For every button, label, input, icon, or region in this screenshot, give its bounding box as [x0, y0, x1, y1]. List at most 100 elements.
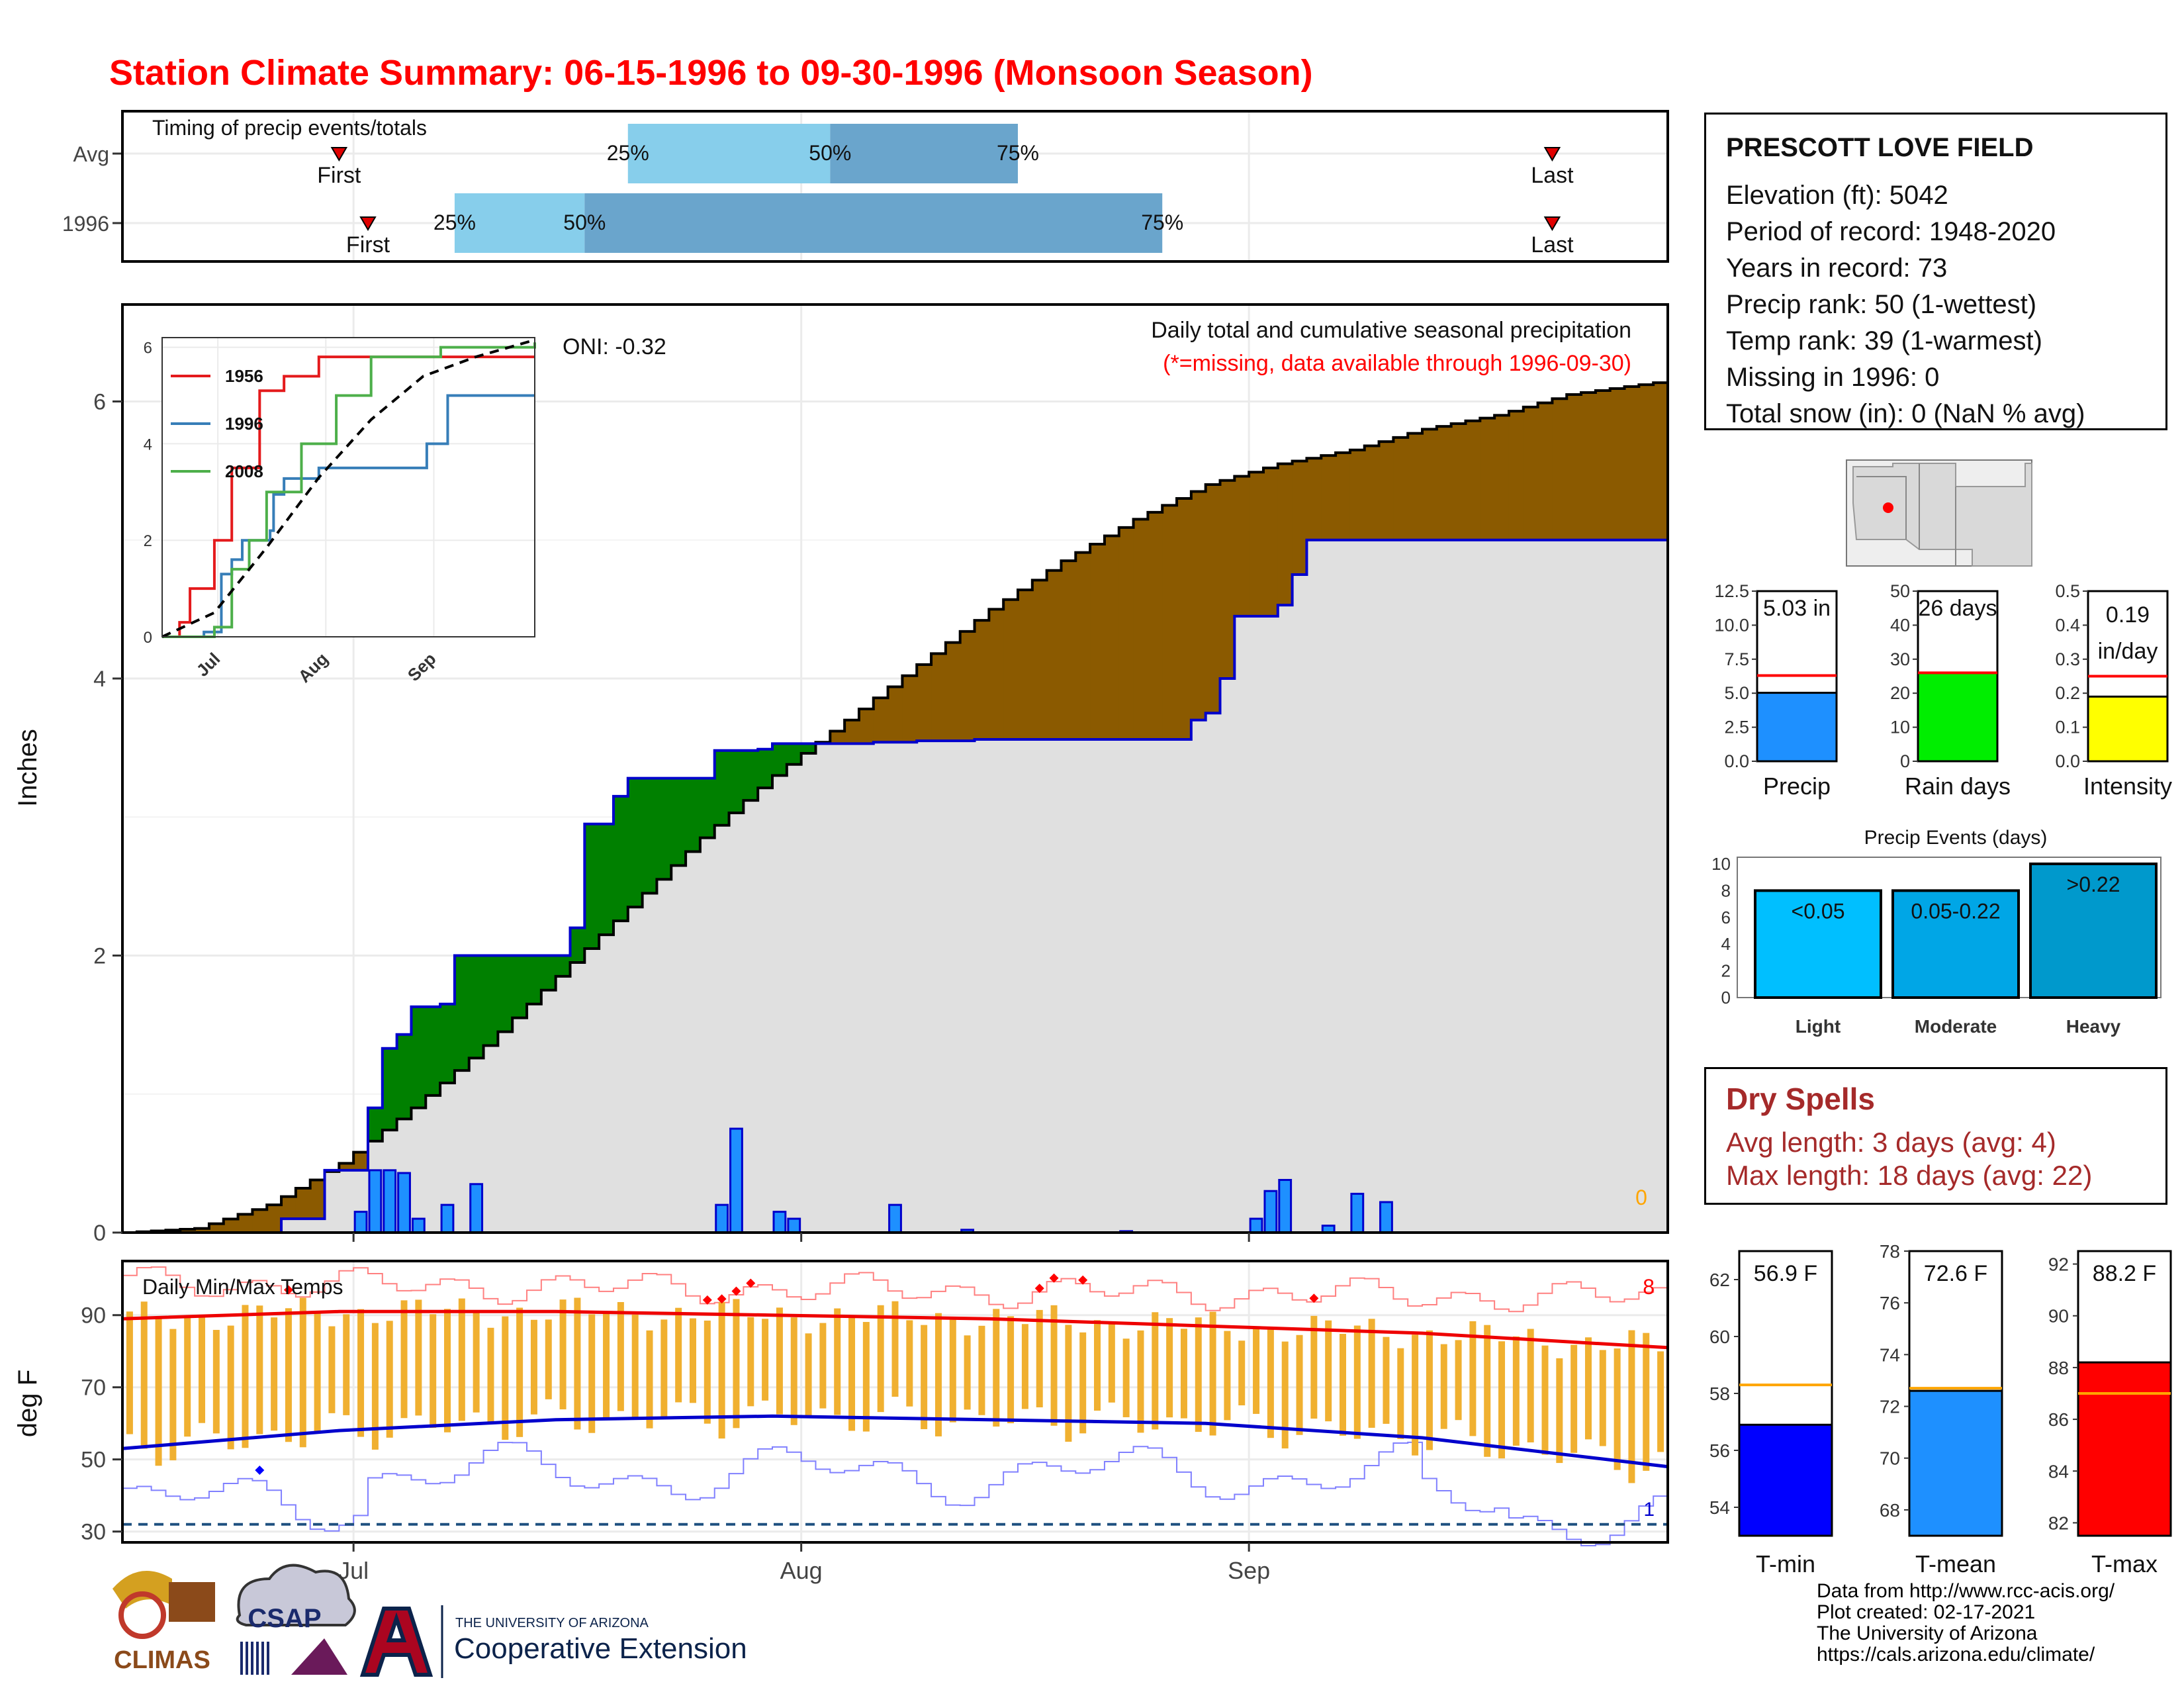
- precip-above-avg-area: [686, 778, 701, 852]
- daily-temp-bar: [646, 1330, 653, 1429]
- record-low-count: 1: [1643, 1499, 1655, 1521]
- precip-base-area: [1133, 739, 1148, 1233]
- daily-temp-bar: [169, 1329, 177, 1461]
- precip-below-avg-area: [1364, 445, 1380, 540]
- precip-base-area: [584, 949, 600, 1233]
- daily-precip-bar: [353, 1211, 368, 1234]
- temp-gauge-bar-t-min: [1738, 1423, 1833, 1537]
- temp-gauge-tick: 82: [2048, 1513, 2069, 1533]
- csap-logo-text: CSAP: [248, 1604, 321, 1633]
- precip-below-avg-area: [1148, 512, 1163, 740]
- daily-temp-bar: [790, 1317, 797, 1425]
- precip-above-avg-area: [801, 743, 816, 753]
- precip-base-area: [1017, 739, 1033, 1233]
- daily-temp-bar: [1527, 1329, 1534, 1442]
- precip-above-avg-area: [599, 823, 614, 935]
- station-missing: Missing in 1996: 0: [1726, 363, 1940, 392]
- timing-pct-50: 50%: [563, 211, 606, 234]
- precip-below-avg-area: [887, 686, 903, 743]
- daily-temp-bar: [588, 1314, 596, 1433]
- precip-above-avg-area: [512, 955, 527, 1018]
- precip-base-area: [1451, 539, 1466, 1233]
- gauge-tick: 50: [1890, 581, 1910, 601]
- precip-base-area: [1061, 739, 1076, 1233]
- precip-base-area: [1422, 539, 1437, 1233]
- gauge-label: Rain days: [1905, 773, 2011, 800]
- timing-last-label: Last: [1531, 232, 1574, 258]
- daily-temp-bar: [516, 1307, 523, 1437]
- daily-precip-bar: [787, 1217, 801, 1234]
- precip-base-area: [873, 742, 889, 1233]
- events-category: Heavy: [2066, 1016, 2121, 1037]
- precip-base-area: [858, 743, 874, 1233]
- daily-temp-bar: [1224, 1331, 1231, 1421]
- precip-below-avg-area: [1133, 519, 1148, 740]
- daily-temp-bar: [704, 1320, 711, 1424]
- precip-above-avg-area: [396, 1034, 412, 1119]
- daily-temp-bar: [400, 1300, 408, 1419]
- precip-below-avg-area: [1393, 437, 1408, 540]
- daily-temp-bar: [1556, 1358, 1563, 1464]
- record-high-marker: [717, 1294, 727, 1304]
- temp-panel-border: [121, 1260, 1669, 1544]
- daily-temp-bar: [1281, 1341, 1289, 1449]
- precip-below-avg-area: [1653, 383, 1668, 540]
- record-high-marker: [1078, 1275, 1088, 1285]
- daily-temp-bar: [617, 1301, 624, 1411]
- inset-border: [161, 337, 535, 637]
- precip-base-area: [1104, 739, 1120, 1233]
- precip-below-avg-area: [295, 1188, 311, 1219]
- daily-temp-bar: [1512, 1336, 1520, 1446]
- daily-temp-bar: [1339, 1333, 1346, 1436]
- precip-base-area: [1393, 539, 1408, 1233]
- map-state-border: [1856, 476, 1907, 539]
- credit-data-source: Data from http://www.rcc-acis.org/: [1817, 1580, 2115, 1602]
- daily-precip-bar: [411, 1217, 426, 1234]
- precip-base-area: [627, 907, 643, 1233]
- precip-below-avg-area: [1090, 544, 1105, 740]
- events-y-tick: 10: [1711, 854, 1731, 874]
- precip-base-area: [945, 741, 961, 1233]
- credits: Data from http://www.rcc-acis.org/ Plot …: [1817, 1581, 2115, 1665]
- gauge-tick: 40: [1890, 615, 1910, 635]
- station-temp-rank: Temp rank: 39 (1-warmest): [1726, 326, 2042, 355]
- precip-base-area: [743, 800, 758, 1233]
- temp-gauge-tick: 56: [1709, 1440, 1730, 1461]
- precip-below-avg-area: [353, 1152, 369, 1170]
- gauge-tick: 0.0: [2055, 751, 2080, 771]
- temp-gauge-tick: 78: [1880, 1241, 1900, 1262]
- events-y-tick: 0: [1721, 988, 1731, 1008]
- daily-temp-bar: [1036, 1309, 1043, 1408]
- timing-panel-border: [121, 110, 1669, 263]
- daily-temp-bar: [1469, 1321, 1477, 1436]
- precip-base-area: [1523, 539, 1539, 1233]
- precip-above-avg-area: [411, 1006, 426, 1108]
- gauge-tick: 12.5: [1714, 581, 1749, 601]
- station-snow: Total snow (in): 0 (NaN % avg): [1726, 399, 2085, 428]
- precip-base-area: [1306, 539, 1322, 1233]
- precip-below-avg-area: [252, 1209, 267, 1233]
- credit-plot-created: Plot created: 02-17-2021: [1817, 1601, 2036, 1623]
- climas-logo-text: CLIMAS: [114, 1646, 210, 1674]
- gauge-value-text-2: in/day: [2098, 639, 2158, 664]
- gauge-value-text: 26 days: [1918, 596, 1997, 621]
- precip-below-avg-area: [1465, 420, 1480, 540]
- inset-legend-label: 1996: [225, 414, 263, 434]
- precip-below-avg-area: [917, 665, 932, 741]
- temp-gauge-tick: 62: [1709, 1270, 1730, 1290]
- precip-below-avg-area: [1263, 467, 1279, 616]
- precip-below-avg-area: [1032, 580, 1048, 740]
- daily-temp-bar: [848, 1317, 856, 1431]
- precip-base-area: [1003, 739, 1019, 1233]
- precip-base-area: [1075, 739, 1091, 1233]
- precip-above-avg-area: [786, 743, 802, 765]
- daily-temp-bar: [199, 1315, 206, 1423]
- precip-above-avg-area: [584, 823, 600, 949]
- station-info-box: PRESCOTT LOVE FIELD Elevation (ft): 5042…: [1704, 113, 2167, 430]
- daily-temp-bar: [1325, 1320, 1332, 1422]
- precip-y-tick: 0: [93, 1221, 106, 1246]
- daily-temp-bar: [328, 1326, 336, 1413]
- gauge-tick: 0.1: [2055, 718, 2080, 737]
- gauge-tick: 0.5: [2055, 581, 2080, 601]
- daily-temp-bar: [1079, 1332, 1087, 1434]
